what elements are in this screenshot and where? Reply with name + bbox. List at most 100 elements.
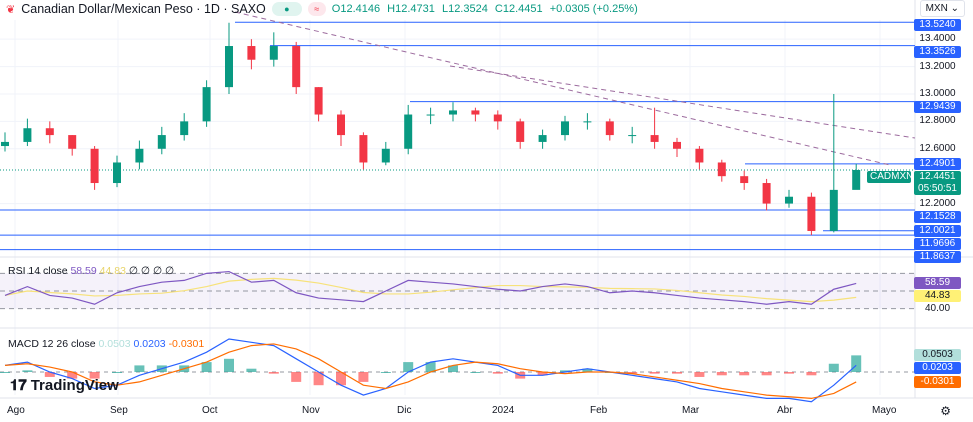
currency-dropdown[interactable]: MXN ⌄ bbox=[919, 0, 965, 17]
macd-histogram-bar bbox=[761, 372, 772, 376]
candle-body bbox=[426, 114, 435, 116]
price-axis-tick: 12.8000 bbox=[919, 115, 956, 127]
trendline bbox=[234, 11, 891, 166]
macd-histogram-bar bbox=[134, 365, 145, 372]
macd-line bbox=[4, 338, 857, 403]
rsi-band bbox=[0, 273, 915, 309]
bar-countdown: 05:50:51 bbox=[918, 182, 957, 194]
price-level-tag: 12.9439 bbox=[914, 100, 961, 113]
macd-hist-value: 0.0503 bbox=[98, 338, 131, 350]
price-axis-tick: 12.6000 bbox=[919, 142, 956, 154]
macd-histogram-bar bbox=[22, 370, 33, 372]
rsi-empty-values: ∅ ∅ ∅ ∅ bbox=[128, 265, 175, 277]
trendline bbox=[449, 65, 916, 139]
macd-histogram-bar bbox=[246, 368, 257, 372]
candle-body bbox=[449, 110, 457, 115]
price-axis-tick: 13.2000 bbox=[919, 60, 956, 72]
market-open-icon[interactable]: ● bbox=[271, 2, 302, 16]
candle-body bbox=[852, 170, 861, 190]
candle-body bbox=[695, 148, 704, 163]
rsi-legend[interactable]: RSI 14 close 58.59 44.83 ∅ ∅ ∅ ∅ bbox=[8, 265, 174, 277]
symbol-tag: CADMXN bbox=[867, 170, 913, 183]
candle-body bbox=[90, 148, 99, 184]
price-level-tag: 12.1528 bbox=[914, 210, 961, 223]
macd-histogram-bar bbox=[224, 358, 234, 372]
macd-histogram-bar bbox=[694, 372, 705, 377]
macd-histogram-bar bbox=[291, 372, 302, 382]
low-value: L12.3524 bbox=[441, 3, 488, 15]
candle-body bbox=[359, 135, 368, 163]
macd-histogram-bar bbox=[112, 372, 122, 373]
macd-histogram-bar bbox=[201, 362, 212, 372]
price-level-tag: 12.4901 bbox=[914, 157, 961, 170]
macd-signal-line bbox=[4, 343, 857, 400]
high-value: H12.4731 bbox=[387, 3, 435, 15]
candle-body bbox=[225, 46, 233, 88]
macd-histogram-bar bbox=[44, 372, 55, 377]
macd-histogram-bar bbox=[627, 372, 638, 374]
settings-gear-icon[interactable]: ⚙ bbox=[940, 404, 951, 418]
macd-histogram-bar bbox=[537, 372, 548, 376]
candle-body bbox=[113, 162, 121, 184]
macd-histogram-bar bbox=[313, 372, 324, 386]
currency-label: MXN bbox=[925, 3, 948, 14]
macd-histogram-bar bbox=[828, 363, 839, 372]
rsi-ma-line bbox=[4, 277, 857, 303]
candle-body bbox=[673, 141, 681, 149]
rsi-ma-tag: 44.83 bbox=[914, 290, 961, 303]
candle-body bbox=[292, 46, 301, 88]
candle-body bbox=[269, 46, 278, 60]
macd-histogram-bar bbox=[470, 372, 481, 373]
rsi-value: 58.59 bbox=[70, 265, 97, 277]
macd-signal-value: -0.0301 bbox=[168, 338, 205, 350]
macd-signal-tag: -0.0301 bbox=[914, 375, 961, 388]
symbol-title[interactable]: Canadian Dollar/Mexican Peso · 1D · SAXO bbox=[21, 2, 266, 16]
candle-body bbox=[561, 121, 569, 136]
rsi-label: RSI 14 close bbox=[8, 265, 68, 277]
time-axis-label: Oct bbox=[202, 405, 218, 416]
candle-body bbox=[717, 162, 726, 177]
time-axis-label: Dic bbox=[397, 405, 412, 416]
macd-histogram-bar bbox=[0, 372, 10, 373]
price-level-tag: 12.0021 bbox=[914, 224, 961, 237]
rsi-ma-value: 44.83 bbox=[99, 265, 126, 277]
time-axis-label: Mayo bbox=[872, 405, 897, 416]
candle-body bbox=[45, 128, 54, 136]
close-value: C12.4451 bbox=[494, 3, 543, 15]
canada-flag-icon: ❦ bbox=[6, 3, 16, 16]
candle-body bbox=[740, 176, 749, 184]
time-axis-label: Abr bbox=[777, 405, 793, 416]
macd-histogram-bar bbox=[492, 372, 503, 374]
rsi-line bbox=[4, 270, 857, 305]
macd-histogram-bar bbox=[784, 372, 794, 374]
candle-body bbox=[538, 135, 547, 142]
candle-body bbox=[471, 110, 480, 115]
macd-histogram-bar bbox=[358, 372, 369, 382]
macd-histogram-bar bbox=[582, 368, 593, 372]
approx-icon[interactable]: ≈ bbox=[307, 2, 326, 16]
tradingview-logo-icon: 𝟏𝟕 bbox=[10, 377, 27, 394]
macd-histogram-bar bbox=[89, 372, 100, 379]
macd-histogram-bar bbox=[67, 372, 78, 379]
candle-body bbox=[314, 87, 323, 115]
ohlc-values: O12.4146 H12.4731 L12.3524 C12.4451 +0.0… bbox=[332, 3, 642, 15]
price-axis-tick: 12.2000 bbox=[919, 197, 956, 209]
candle-body bbox=[785, 196, 793, 204]
candle-body bbox=[202, 87, 211, 122]
macd-legend[interactable]: MACD 12 26 close 0.0503 0.0203 -0.0301 bbox=[8, 338, 204, 350]
chevron-down-icon: ⌄ bbox=[950, 3, 959, 14]
macd-histogram-bar bbox=[739, 372, 750, 376]
tradingview-logo[interactable]: 𝟏𝟕 TradingView bbox=[10, 377, 119, 394]
candle-body bbox=[829, 189, 838, 231]
candle-body bbox=[762, 183, 771, 204]
price-axis-tick: 13.0000 bbox=[919, 87, 956, 99]
candle-body bbox=[807, 196, 816, 231]
candle-body bbox=[404, 114, 413, 149]
time-axis-label: Sep bbox=[110, 405, 128, 416]
time-axis-label: 2024 bbox=[492, 405, 515, 416]
candle-body bbox=[135, 148, 144, 163]
price-level-tag: 13.5240 bbox=[914, 19, 961, 31]
macd-histogram-bar bbox=[336, 372, 346, 386]
macd-histogram-bar bbox=[672, 372, 682, 374]
